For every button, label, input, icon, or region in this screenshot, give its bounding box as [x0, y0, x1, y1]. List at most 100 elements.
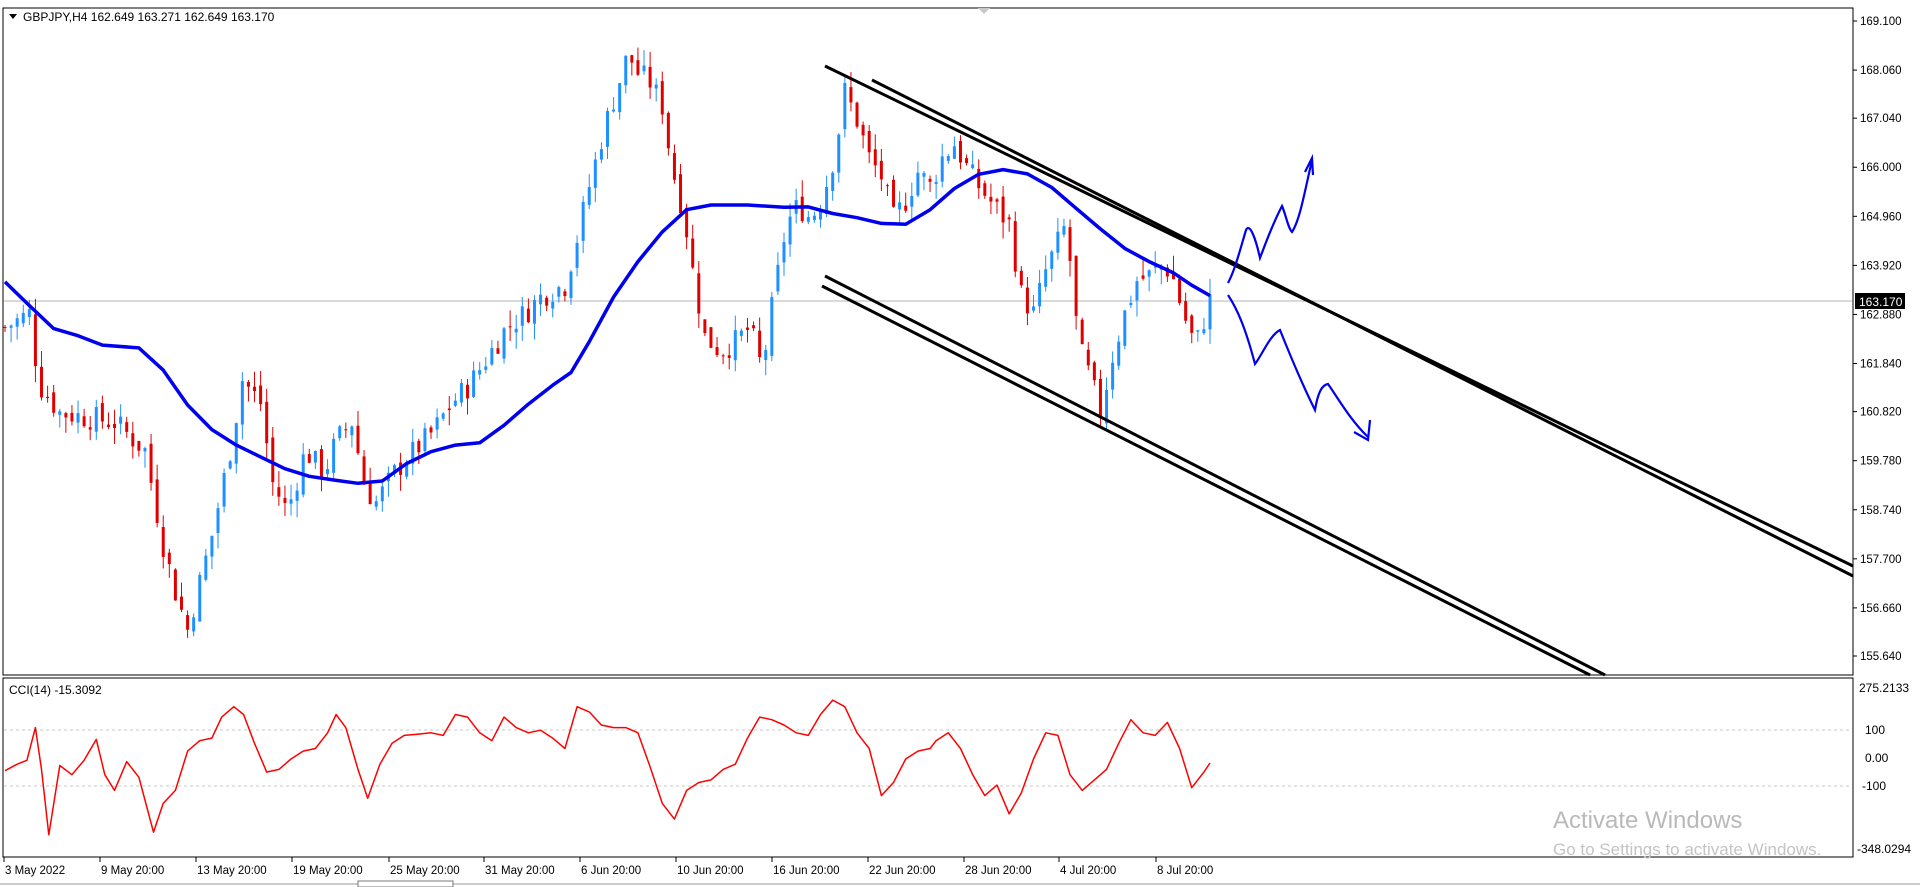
candle-body	[1050, 251, 1054, 269]
candle-body	[1178, 278, 1182, 303]
candle-body	[922, 173, 926, 177]
upper-channel-line-2[interactable]	[871, 78, 1854, 578]
candle-body	[502, 328, 506, 359]
candle-body	[752, 325, 756, 329]
bottom-tab-marker[interactable]	[357, 880, 454, 887]
candle-body	[137, 440, 141, 451]
candle-body	[484, 366, 488, 370]
hand-drawings-layer[interactable]	[1227, 153, 1372, 442]
candle-body	[222, 472, 226, 507]
candle-body	[46, 396, 50, 399]
candle-body	[1032, 306, 1036, 311]
candle-body	[1019, 270, 1023, 286]
candle-body	[338, 426, 342, 439]
price-tick-label: 160.820	[1860, 407, 1902, 419]
candle-body	[526, 308, 530, 323]
candle-body	[910, 195, 914, 207]
candle-body	[745, 327, 749, 330]
candle-body	[989, 196, 993, 202]
candle-body	[898, 202, 902, 210]
price-tick-label: 164.960	[1860, 211, 1902, 223]
candle-body	[356, 425, 360, 454]
candle-body	[1202, 329, 1206, 334]
candle-body	[76, 413, 80, 423]
chart-shift-marker-icon[interactable]	[978, 8, 990, 14]
candle-body	[1171, 271, 1175, 280]
candle-body	[1208, 294, 1212, 330]
candle-body	[916, 172, 920, 196]
cci-label: CCI(14) -15.3092	[9, 683, 102, 697]
candle-body	[411, 441, 415, 464]
candle-body	[405, 464, 409, 477]
candle-body	[52, 392, 56, 413]
candle-body	[685, 207, 689, 238]
candle-body	[520, 306, 524, 326]
candle-body	[569, 271, 573, 299]
bullish-scenario-arrow[interactable]	[1227, 159, 1314, 284]
price-tick-label: 163.920	[1860, 260, 1902, 272]
candle-body	[812, 215, 816, 221]
candle-body	[885, 185, 889, 187]
candle-body	[441, 413, 445, 419]
time-tick-label: 28 Jun 20:00	[965, 865, 1032, 877]
candle-body	[106, 424, 110, 428]
time-tick-label: 3 May 2022	[5, 865, 65, 877]
price-tick-label: 155.640	[1860, 651, 1902, 663]
price-tick-label: 167.040	[1860, 113, 1902, 125]
bearish-scenario-arrow[interactable]	[1227, 294, 1369, 438]
lower-channel-line-2[interactable]	[821, 284, 1591, 677]
triangle-down-icon[interactable]	[9, 14, 17, 19]
candle-body	[1074, 255, 1078, 316]
price-tick-label: 162.880	[1860, 309, 1902, 321]
candle-body	[1147, 270, 1151, 277]
candle-body	[867, 130, 871, 153]
candle-body	[855, 102, 859, 127]
candle-body	[380, 486, 384, 502]
candle-body	[332, 438, 336, 473]
candle-body	[703, 319, 707, 334]
channel-lines-layer[interactable]	[821, 64, 1854, 677]
candle-body	[636, 60, 640, 75]
time-tick-label: 22 Jun 20:00	[869, 865, 936, 877]
candle-body	[210, 535, 214, 557]
candle-body	[88, 427, 92, 430]
candle-body	[9, 325, 13, 328]
candle-body	[965, 158, 969, 164]
time-axis: 3 May 2022 9 May 20:00 13 May 20:00 19 May …	[3, 857, 1213, 877]
time-tick-label: 31 May 20:00	[485, 865, 555, 877]
candle-body	[21, 312, 25, 324]
candle-body	[758, 330, 762, 358]
candle-body	[1190, 315, 1194, 333]
candle-body	[983, 183, 987, 196]
candle-body	[575, 242, 579, 268]
candle-body	[459, 382, 463, 403]
candle-body	[539, 294, 543, 305]
candle-body	[557, 287, 561, 297]
candle-body	[70, 412, 74, 422]
lower-channel-line-1[interactable]	[824, 274, 1606, 677]
watermark-line-2: Go to Settings to activate Windows.	[1553, 840, 1821, 859]
cci-tick-min: -348.0294	[1857, 842, 1911, 856]
candle-body	[3, 326, 7, 328]
candle-body	[313, 450, 317, 463]
candle-body	[1025, 287, 1029, 314]
candle-body	[1153, 266, 1157, 268]
candle-body	[149, 443, 153, 483]
candle-body	[831, 172, 835, 191]
candle-body	[995, 199, 999, 202]
candle-body	[606, 110, 609, 147]
candle-body	[161, 527, 165, 558]
candle-body	[697, 273, 701, 314]
candle-body	[240, 381, 244, 425]
candle-body	[496, 348, 500, 354]
current-price-tag-label: 163.170	[1859, 295, 1903, 309]
candle-body	[612, 109, 616, 112]
candle-body	[64, 413, 68, 418]
candle-body	[861, 124, 865, 136]
candle-body	[478, 370, 482, 375]
candle-body	[630, 55, 634, 63]
time-tick-label: 10 Jun 20:00	[677, 865, 744, 877]
candle-body	[1001, 196, 1005, 223]
candle-body	[100, 403, 104, 422]
